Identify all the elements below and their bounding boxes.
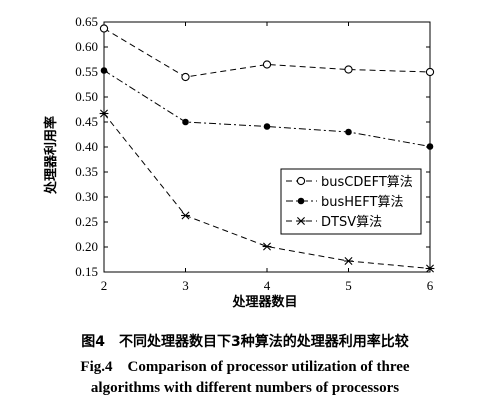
y-tick-label: 0.60 (75, 39, 98, 54)
y-tick-label: 0.25 (75, 214, 98, 229)
series-3-point (344, 257, 353, 265)
series-1-point (425, 67, 435, 77)
legend: busCDEFT算法 busHEFT算法 DTSV算法 (280, 168, 422, 235)
x-tick-label: 2 (101, 278, 108, 293)
series-2-point (426, 143, 434, 150)
y-tick-label: 0.50 (75, 89, 98, 104)
x-tick-label: 3 (182, 278, 189, 293)
axis-ticks: 0.15 0.20 0.25 0.30 0.35 0.40 0.45 0.50 0.55 0.60… (75, 14, 434, 293)
series-3-point (425, 264, 435, 273)
figure-caption-chinese: 图4 不同处理器数目下3种算法的处理器利用率比较 (81, 334, 409, 350)
series-2-point (263, 123, 271, 130)
x-tick-label: 5 (345, 278, 352, 293)
y-tick-label: 0.65 (75, 14, 98, 29)
legend-label-3: DTSV算法 (321, 215, 382, 230)
series-1-point (181, 72, 190, 82)
figure-caption-english-line2: algorithms with different numbers of pro… (90, 380, 400, 396)
series-2-point (345, 128, 352, 136)
y-tick-label: 0.45 (75, 114, 98, 129)
series-1-point (99, 24, 109, 33)
y-tick-label: 0.55 (75, 64, 98, 79)
y-tick-label: 0.35 (75, 164, 98, 179)
series-2-point (182, 118, 189, 126)
chart-figure: 0.15 0.20 0.25 0.30 0.35 0.40 0.45 0.50 0.55 0.60… (43, 14, 435, 310)
x-tick-label: 6 (427, 278, 434, 293)
x-axis-label: 处理器数目 (231, 294, 297, 310)
series-1-point (344, 65, 353, 74)
series-1-point (262, 60, 272, 69)
y-tick-label: 0.40 (75, 139, 98, 154)
legend-label-1: busCDEFT算法 (321, 175, 413, 190)
series-line-2 (103, 70, 431, 147)
y-tick-label: 0.20 (75, 239, 98, 254)
figure-caption-english-line1: Fig.4 Comparison of processor utilizatio… (80, 359, 410, 375)
y-tick-label: 0.30 (75, 189, 98, 204)
legend-marker-3 (296, 217, 306, 225)
y-axis-label: 处理器利用率 (43, 116, 59, 195)
legend-label-2: busHEFT算法 (321, 195, 403, 210)
series-3-point (99, 109, 109, 118)
series-3-point (181, 211, 190, 220)
y-tick-label: 0.15 (75, 264, 98, 279)
x-tick-label: 4 (264, 278, 271, 293)
series-group (99, 24, 435, 273)
series-2-point (100, 67, 108, 74)
series-3-point (262, 242, 272, 251)
legend-marker-1 (296, 176, 306, 186)
series-line-1 (103, 28, 431, 78)
legend-marker-2 (297, 197, 305, 205)
